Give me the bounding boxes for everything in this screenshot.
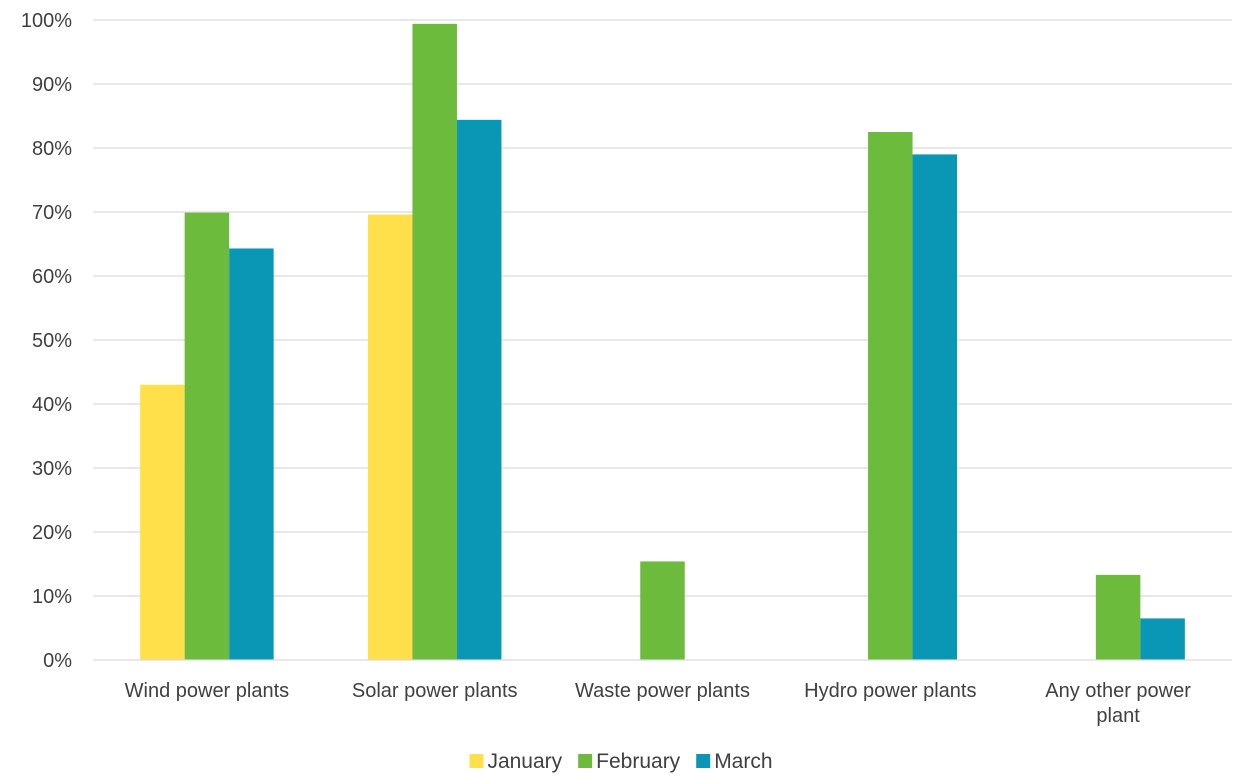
y-axis-ticks: 0% 10% 20% 30% 40% 50% 60% 70% 80% 90% 100% [21, 10, 72, 672]
y-tick-label: 90% [32, 74, 72, 96]
x-axis-labels: Wind power plants Solar power plants Waste… [125, 680, 1192, 727]
legend-swatch-march [696, 754, 711, 768]
x-category-label: plant [1096, 705, 1140, 727]
y-tick-label: 80% [32, 138, 72, 160]
bar-february-0 [184, 212, 230, 660]
y-tick-label: 70% [32, 202, 72, 224]
bar-february-3 [868, 132, 913, 660]
bars [140, 23, 1185, 661]
bar-january-0 [140, 384, 185, 660]
x-category-label: Any other power [1045, 680, 1191, 702]
x-category-label: Waste power plants [575, 680, 750, 702]
bar-february-1 [412, 23, 457, 660]
x-category-label: Wind power plants [125, 680, 290, 702]
y-tick-label: 50% [32, 330, 72, 352]
bar-february-2 [640, 561, 685, 660]
y-tick-label: 20% [32, 522, 72, 544]
legend-label-february: February [596, 750, 681, 773]
y-tick-label: 40% [32, 394, 72, 416]
y-tick-label: 10% [32, 586, 72, 608]
y-tick-label: 30% [32, 458, 72, 480]
legend: January February March [469, 750, 773, 773]
legend-swatch-february [578, 754, 593, 768]
y-tick-label: 100% [21, 10, 72, 32]
x-category-label: Solar power plants [352, 680, 518, 702]
x-category-label: Hydro power plants [804, 680, 976, 702]
y-tick-label: 60% [32, 266, 72, 288]
bar-march-3 [912, 154, 958, 660]
gridlines [93, 19, 1232, 597]
bar-march-1 [456, 119, 502, 661]
bar-february-4 [1095, 574, 1141, 660]
bar-january-1 [367, 214, 413, 660]
legend-label-march: March [714, 750, 772, 773]
bar-march-4 [1140, 618, 1185, 660]
bar-march-0 [229, 248, 274, 661]
legend-label-january: January [487, 750, 562, 773]
legend-swatch-january [469, 754, 484, 768]
y-tick-label: 0% [43, 650, 72, 672]
